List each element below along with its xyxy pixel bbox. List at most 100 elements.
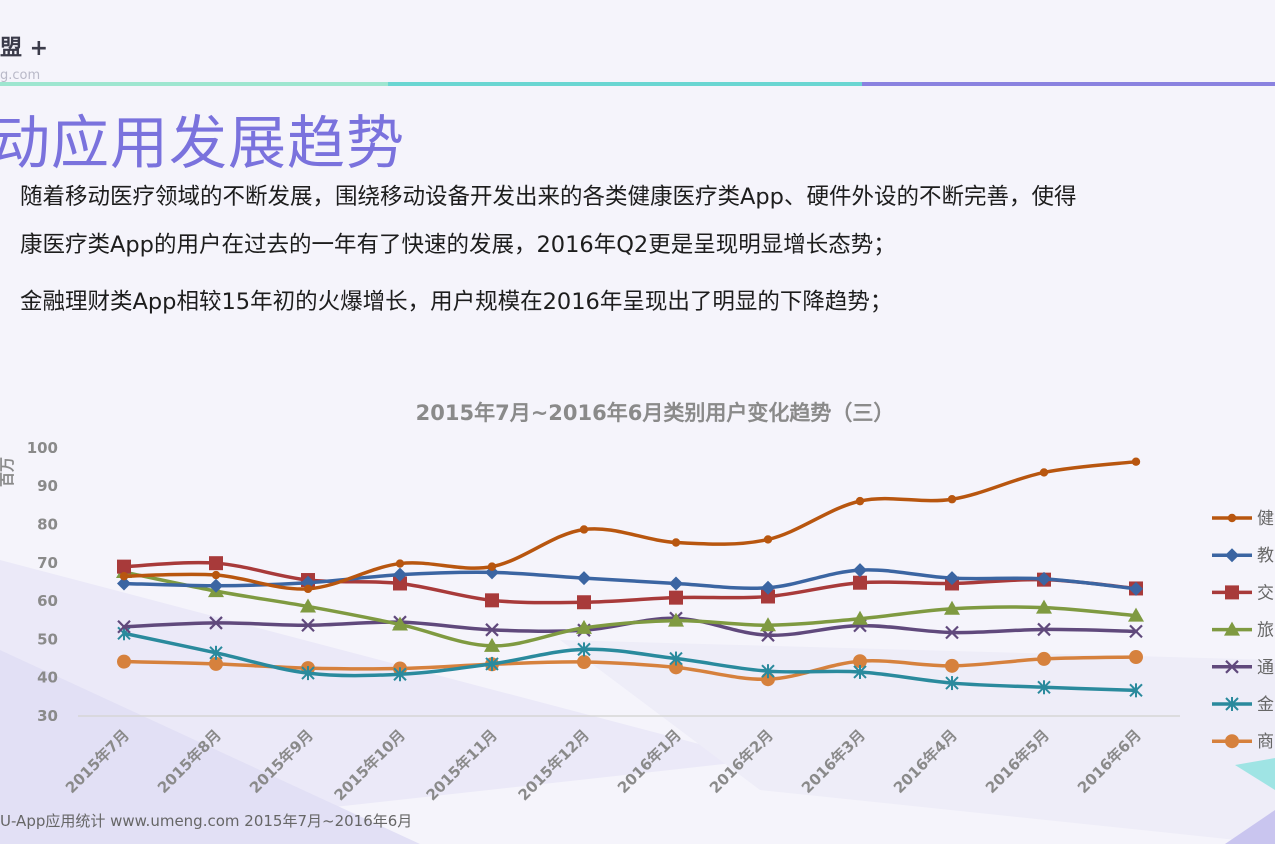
- legend-label: 旅: [1257, 621, 1274, 641]
- legend-marker: [1225, 734, 1239, 749]
- data-point: [1128, 607, 1144, 622]
- x-tick-label: 2015年12月: [515, 726, 593, 804]
- data-point: [393, 576, 407, 591]
- x-tick-label: 2015年7月: [62, 726, 133, 797]
- chart-title: 2015年7月~2016年6月类别用户变化趋势（三）: [416, 401, 895, 425]
- data-point: [485, 593, 499, 608]
- body-text-line-1: 随着移动医疗领域的不断发展，围绕移动设备开发出来的各类健康医疗类App、硬件外设…: [20, 184, 1077, 210]
- data-point: [117, 619, 131, 634]
- brand-logo-text: 盟 +: [0, 36, 49, 61]
- data-point: [1037, 571, 1051, 586]
- legend-item: 教: [1212, 546, 1274, 566]
- legend-label: 交: [1257, 583, 1274, 603]
- legend-marker: [1227, 513, 1237, 523]
- series-旅: [116, 563, 1144, 652]
- legend-marker: [1225, 660, 1239, 674]
- data-point: [761, 589, 775, 604]
- x-tick-label: 2015年10月: [331, 726, 409, 804]
- data-point: [301, 618, 315, 633]
- data-point: [852, 610, 868, 625]
- data-point: [1129, 650, 1143, 665]
- data-point: [761, 580, 775, 595]
- data-point: [1037, 680, 1051, 695]
- x-tick-label: 2016年6月: [1074, 726, 1145, 797]
- legend-item: 交: [1212, 583, 1274, 603]
- data-point: [119, 572, 129, 581]
- legend-item: 旅: [1212, 621, 1274, 641]
- series-line: [122, 560, 1138, 605]
- top-accent-line-2: [388, 82, 862, 86]
- x-axis-ticks: 2015年7月 2015年8月 2015年9月 2015年10月 2015年11月 201…: [62, 726, 1145, 804]
- footer-source: U-App应用统计 www.umeng.com 2015年7月~2016年6月: [0, 812, 413, 830]
- top-accent-line-1: [0, 82, 388, 86]
- legend-item: 健: [1212, 509, 1274, 529]
- x-tick-label: 2016年4月: [890, 726, 961, 797]
- data-point: [1036, 599, 1052, 614]
- y-tick-label: 40: [37, 669, 58, 687]
- legend-item: 通: [1212, 658, 1274, 678]
- y-tick-label: 60: [37, 592, 58, 610]
- series-金: [117, 626, 1143, 698]
- page-title: 动应用发展趋势: [0, 109, 406, 177]
- series-line: [122, 568, 1138, 591]
- data-point: [761, 664, 775, 679]
- data-point: [1037, 622, 1051, 637]
- data-point: [577, 571, 591, 586]
- data-point: [1039, 468, 1049, 477]
- data-point: [117, 576, 131, 591]
- data-point: [209, 578, 223, 593]
- data-point: [853, 575, 867, 590]
- series-line: [122, 459, 1138, 591]
- data-point: [579, 525, 589, 534]
- data-point: [947, 495, 957, 504]
- data-point: [303, 584, 313, 594]
- body-text-line-3: 金融理财类App相较15年初的火爆增长，用户规模在2016年呈现出了明显的下降趋…: [20, 289, 893, 315]
- data-point: [945, 625, 959, 640]
- data-point: [117, 559, 131, 574]
- x-tick-label: 2016年5月: [982, 726, 1053, 797]
- brand-subtext: g.com: [0, 68, 41, 83]
- legend-label: 通: [1257, 658, 1274, 678]
- legend-label: 金: [1257, 695, 1274, 715]
- data-point: [209, 556, 223, 571]
- y-tick-label: 100: [27, 439, 58, 457]
- data-point: [669, 576, 683, 591]
- legend-marker: [1225, 697, 1239, 711]
- series-商: [117, 650, 1143, 687]
- data-point: [1129, 581, 1143, 596]
- data-point: [668, 612, 684, 627]
- y-tick-label: 90: [37, 477, 58, 495]
- x-tick-label: 2016年3月: [798, 726, 869, 797]
- x-tick-label: 2016年1月: [614, 726, 685, 797]
- top-accent-line-3: [862, 82, 1275, 86]
- legend-marker: [1225, 548, 1239, 563]
- data-point: [395, 559, 405, 568]
- y-tick-label: 30: [37, 707, 58, 725]
- data-point: [853, 654, 867, 669]
- series-group: [116, 457, 1144, 698]
- data-point: [577, 654, 591, 669]
- data-point: [669, 651, 683, 666]
- legend-item: 金: [1212, 695, 1274, 715]
- series-line: [122, 655, 1138, 681]
- data-point: [577, 642, 591, 657]
- data-point: [763, 535, 773, 544]
- data-point: [671, 538, 681, 547]
- x-tick-label: 2015年8月: [154, 726, 225, 797]
- data-point: [392, 616, 408, 631]
- y-axis-label: 百万: [0, 457, 16, 487]
- legend-marker: [1224, 621, 1240, 636]
- body-text-line-2: 康医疗类App的用户在过去的一年有了快速的发展，2016年Q2更是呈现明显增长态…: [20, 232, 896, 258]
- data-point: [301, 666, 315, 681]
- data-point: [209, 616, 223, 630]
- data-point: [300, 598, 316, 613]
- data-point: [577, 595, 591, 610]
- series-健: [119, 457, 1141, 594]
- x-tick-label: 2016年2月: [706, 726, 777, 797]
- data-point: [855, 496, 865, 506]
- data-point: [209, 656, 223, 671]
- data-point: [1037, 651, 1051, 666]
- data-point: [944, 600, 960, 615]
- data-point: [485, 656, 499, 671]
